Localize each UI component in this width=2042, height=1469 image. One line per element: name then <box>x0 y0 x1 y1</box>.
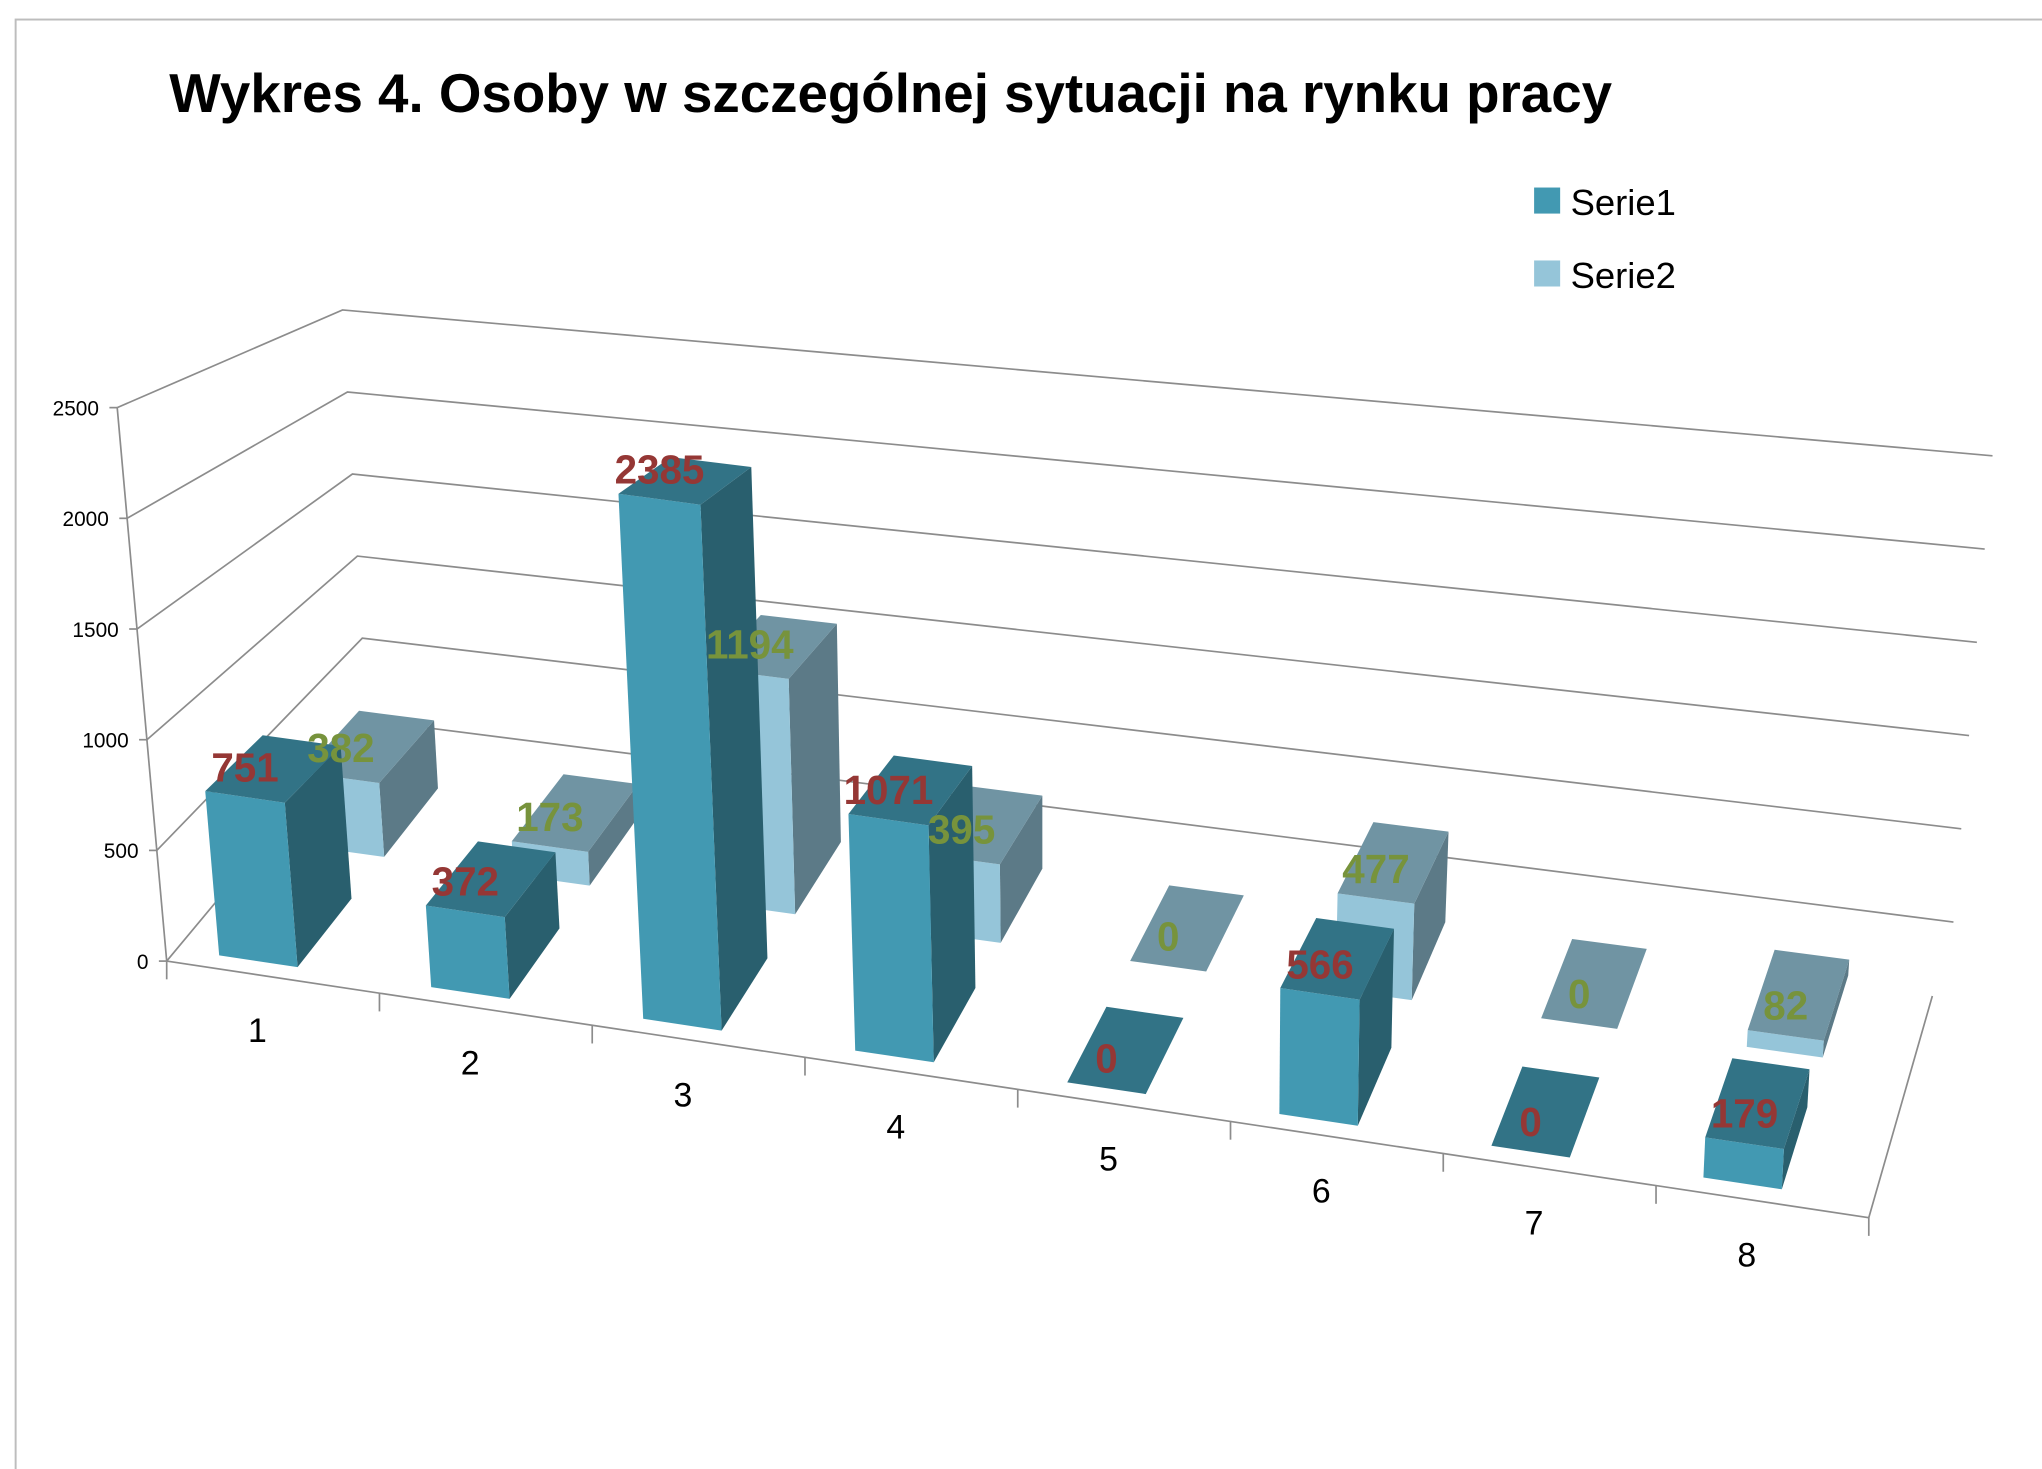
grid-line <box>136 473 1977 644</box>
bar <box>1703 1058 1810 1190</box>
bar-side <box>379 720 438 857</box>
bar-top <box>1130 885 1244 972</box>
bar <box>1130 885 1244 972</box>
x-tick-label: 2 <box>461 1044 480 1082</box>
bar-top <box>1280 917 1394 1000</box>
bar-top <box>848 755 973 826</box>
bar-top <box>1705 1058 1810 1150</box>
bar <box>1491 1066 1600 1158</box>
data-label: 477 <box>1342 846 1409 892</box>
x-tick-label: 3 <box>674 1076 693 1114</box>
bar-side <box>1411 831 1449 1001</box>
x-tick-label: 5 <box>1099 1141 1118 1179</box>
y-tick-label: 500 <box>104 840 139 863</box>
x-tick-label: 4 <box>886 1108 905 1146</box>
bar-front <box>618 493 722 1031</box>
data-label: 382 <box>307 725 374 771</box>
y-axis <box>116 407 168 962</box>
bar-front <box>848 813 934 1063</box>
y-tick-label: 0 <box>137 951 149 974</box>
data-label: 0 <box>1519 1099 1541 1145</box>
bar-top <box>1491 1066 1600 1158</box>
bar <box>848 755 976 1063</box>
grid-line <box>146 555 1970 741</box>
bar-side <box>1781 1069 1810 1190</box>
data-label: 179 <box>1711 1091 1778 1137</box>
legend-swatch <box>1534 260 1561 287</box>
bar-front <box>1279 988 1360 1126</box>
bar-side <box>1822 959 1850 1058</box>
bar-side <box>1357 928 1394 1126</box>
data-label: 0 <box>1157 914 1179 960</box>
y-tick-label: 1000 <box>82 730 128 753</box>
x-tick-label: 7 <box>1525 1205 1544 1243</box>
legend-label: Serie1 <box>1571 182 1676 223</box>
bar-front <box>425 905 510 999</box>
bar-top <box>425 841 556 918</box>
x-tick-label: 1 <box>248 1012 267 1050</box>
y-tick-label: 2000 <box>63 508 109 531</box>
x-tick-label: 6 <box>1312 1173 1331 1211</box>
floor-edge <box>166 960 1934 1219</box>
bar-top <box>1337 822 1449 904</box>
bar <box>1067 1006 1184 1095</box>
data-label: 1071 <box>844 767 934 813</box>
bar-side <box>999 795 1043 943</box>
bar-side <box>928 766 976 1063</box>
data-label: 751 <box>211 744 278 790</box>
bar-top <box>618 457 752 505</box>
data-label: 1194 <box>706 621 794 667</box>
bar-top <box>1541 938 1647 1029</box>
y-tick-label: 2500 <box>53 397 99 420</box>
bar-side <box>700 467 768 1031</box>
data-label: 2385 <box>615 447 705 493</box>
data-label: 372 <box>432 859 499 905</box>
bar-front <box>1746 1030 1824 1058</box>
data-label: 395 <box>928 807 995 853</box>
bar-top <box>1067 1006 1184 1095</box>
grid-line <box>116 309 1993 457</box>
data-label: 82 <box>1763 983 1808 1029</box>
grid-line <box>126 391 1985 550</box>
chart-title: Wykres 4. Osoby w szczególnej sytuacji n… <box>169 62 1612 124</box>
bar <box>1279 917 1394 1126</box>
bar-top <box>511 774 639 852</box>
bar-side <box>504 852 560 999</box>
bar <box>425 841 560 999</box>
bar-side <box>284 745 352 968</box>
data-label: 0 <box>1095 1036 1117 1082</box>
bar-side <box>588 783 640 886</box>
legend-swatch <box>1534 187 1561 214</box>
legend-label: Serie2 <box>1571 255 1676 296</box>
bar <box>205 735 352 968</box>
bar <box>1746 949 1850 1058</box>
bar-top <box>1747 949 1850 1041</box>
bar-side <box>788 623 841 915</box>
data-label: 173 <box>516 794 583 840</box>
data-label: 0 <box>1568 971 1590 1017</box>
bar-top <box>205 735 341 803</box>
bar-front <box>1703 1137 1784 1190</box>
bar <box>1541 938 1647 1029</box>
bar-front <box>205 791 298 968</box>
bar <box>618 457 768 1031</box>
x-tick-label: 8 <box>1737 1237 1756 1275</box>
y-tick-label: 1500 <box>72 619 118 642</box>
data-label: 566 <box>1286 941 1353 987</box>
